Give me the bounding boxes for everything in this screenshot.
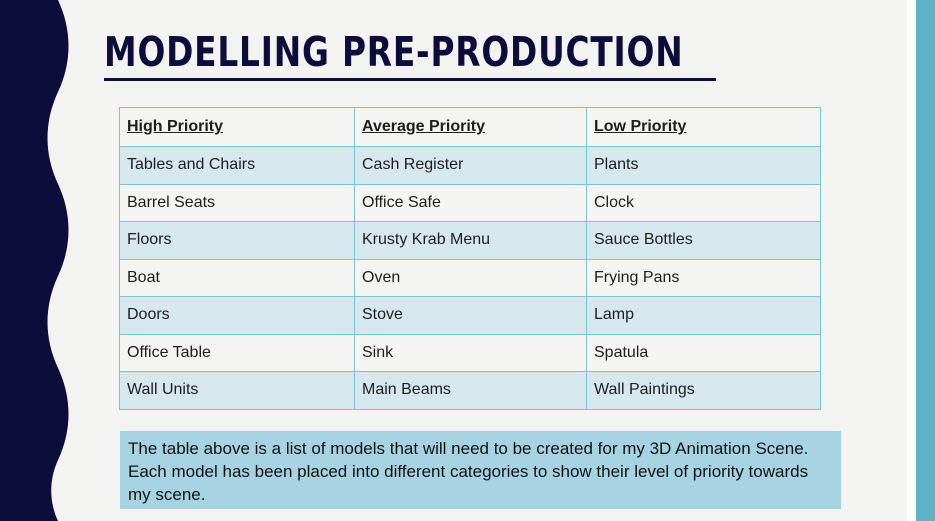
slide-title: MODELLING PRE-PRODUCTION <box>104 28 684 76</box>
title-underline <box>104 78 716 81</box>
table-row: Doors Stove Lamp <box>119 296 821 335</box>
table-cell: Office Safe <box>354 183 587 222</box>
left-wave-band <box>0 0 69 521</box>
table-cell: Office Table <box>119 333 355 372</box>
table-cell: Plants <box>586 146 821 185</box>
table-cell: Frying Pans <box>586 258 821 297</box>
header-low-priority: Low Priority <box>586 107 821 147</box>
table-cell: Floors <box>119 221 355 260</box>
priority-table: High Priority Average Priority Low Prior… <box>119 107 821 410</box>
table-cell: Wall Paintings <box>586 371 821 410</box>
table-cell: Main Beams <box>354 371 587 410</box>
table-cell: Barrel Seats <box>119 183 355 222</box>
table-cell: Sink <box>354 333 587 372</box>
table-header-row: High Priority Average Priority Low Prior… <box>119 107 821 147</box>
table-cell: Krusty Krab Menu <box>354 221 587 260</box>
table-row: Barrel Seats Office Safe Clock <box>119 183 821 222</box>
table-cell: Wall Units <box>119 371 355 410</box>
table-cell: Cash Register <box>354 146 587 185</box>
table-row: Boat Oven Frying Pans <box>119 258 821 297</box>
table-cell: Tables and Chairs <box>119 146 355 185</box>
table-cell: Sauce Bottles <box>586 221 821 260</box>
table-row: Wall Units Main Beams Wall Paintings <box>119 371 821 410</box>
table-cell: Lamp <box>586 296 821 335</box>
right-accent-band <box>916 0 935 521</box>
table-cell: Boat <box>119 258 355 297</box>
table-cell: Clock <box>586 183 821 222</box>
table-cell: Stove <box>354 296 587 335</box>
description-caption: The table above is a list of models that… <box>120 431 841 509</box>
table-cell: Oven <box>354 258 587 297</box>
table-row: Tables and Chairs Cash Register Plants <box>119 146 821 185</box>
header-average-priority: Average Priority <box>354 107 587 147</box>
right-accent-gap <box>907 0 916 521</box>
table-row: Floors Krusty Krab Menu Sauce Bottles <box>119 221 821 260</box>
table-row: Office Table Sink Spatula <box>119 333 821 372</box>
table-cell: Doors <box>119 296 355 335</box>
header-high-priority: High Priority <box>119 107 355 147</box>
table-cell: Spatula <box>586 333 821 372</box>
